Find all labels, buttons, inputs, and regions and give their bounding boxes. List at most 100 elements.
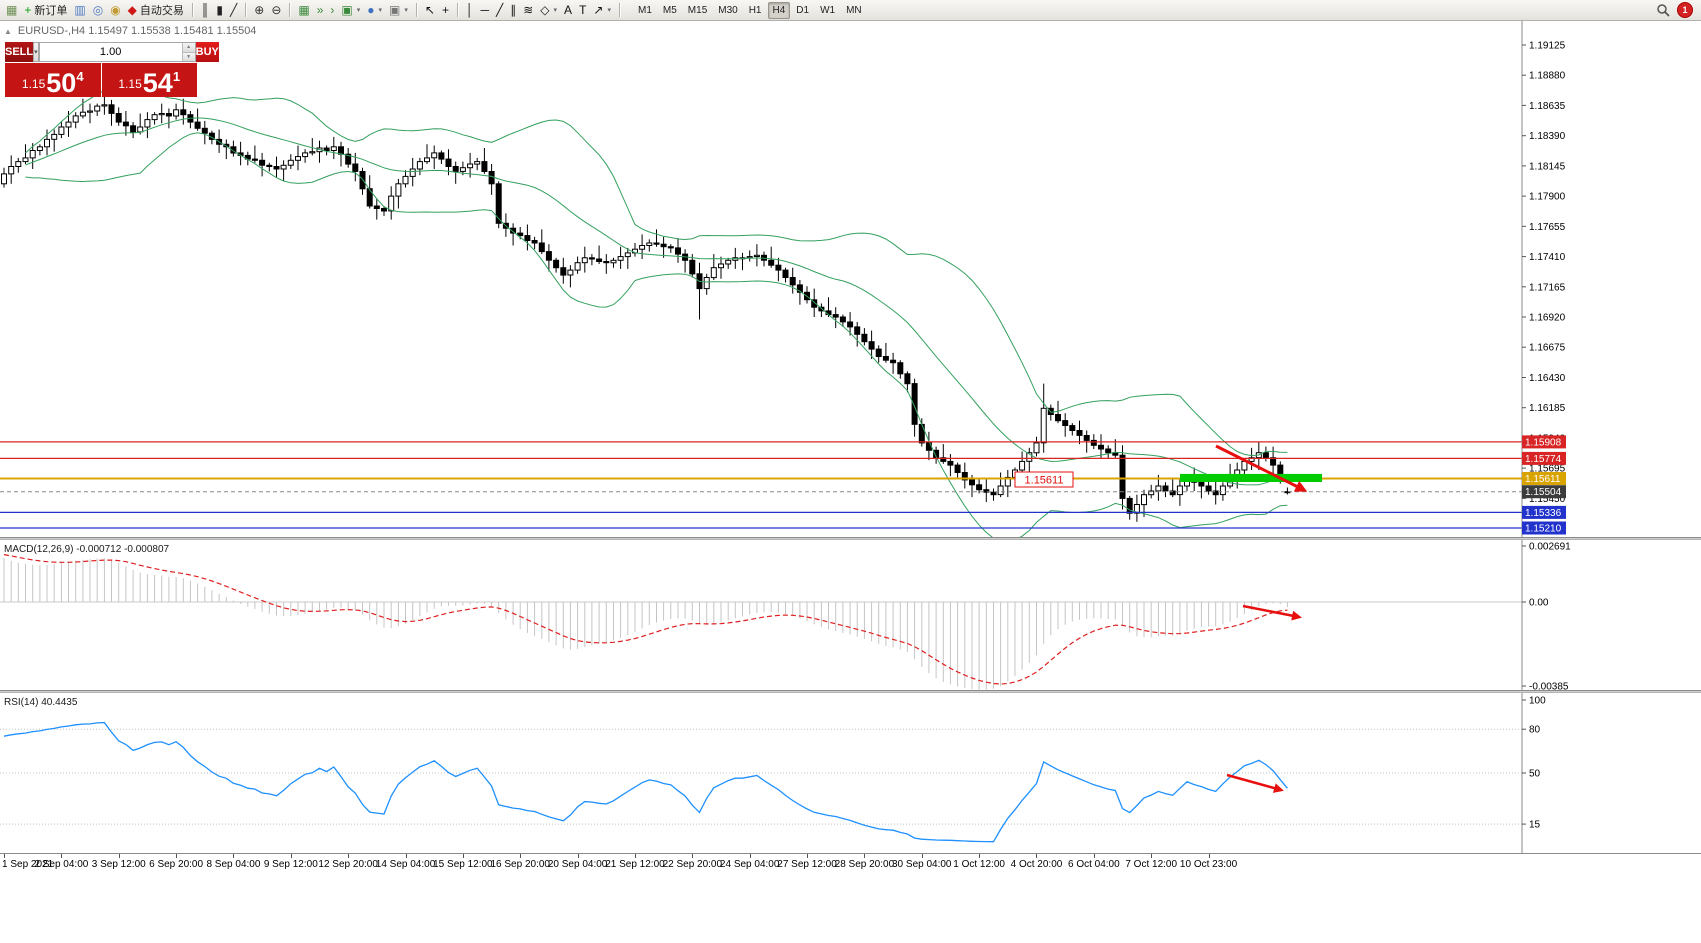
autotrading-button[interactable]: ◆ 自动交易 — [125, 2, 187, 19]
chart-shift-icon[interactable]: › — [327, 2, 337, 19]
volume-field: ▲ ▼ — [38, 42, 196, 62]
panel-splitter[interactable] — [0, 537, 1701, 540]
notifications-badge[interactable]: 1 — [1677, 2, 1693, 18]
crosshair-icon[interactable]: + — [439, 2, 452, 19]
volume-input[interactable] — [39, 43, 182, 61]
price-axis-label: 1.16675 — [1529, 343, 1566, 354]
time-axis-label: 3 Sep 12:00 — [91, 859, 146, 870]
new-chart-icon[interactable]: ▣ ▾ — [338, 2, 363, 19]
candle — [58, 120, 65, 139]
auto-scroll-icon[interactable]: » — [314, 2, 327, 19]
macd-axis-label: -0.00385 — [1529, 682, 1569, 691]
one-click-trading-collapse-icon[interactable]: ▲ — [4, 26, 12, 36]
candle — [359, 167, 366, 195]
trendline-icon[interactable]: ╱ — [493, 2, 506, 19]
vertical-line-icon[interactable]: │ — [463, 2, 477, 19]
timeframe-d1-button[interactable]: D1 — [796, 4, 810, 16]
timeframe-w1-button[interactable]: W1 — [820, 4, 836, 16]
spinner-down-icon[interactable]: ▼ — [182, 52, 195, 61]
price-axis[interactable]: 1.19125 1.18880 1.18635 1.18390 1.18145 1.179… — [1521, 21, 1566, 537]
price-chart-panel[interactable]: 1.156111.152771.191251.188801.186351.183… — [0, 21, 1701, 537]
red-trend-arrow[interactable] — [1215, 444, 1308, 492]
time-axis-label: 20 Sep 04:00 — [547, 859, 608, 870]
candle — [130, 122, 137, 139]
price-axis-label: 1.18145 — [1529, 161, 1566, 172]
rsi-label: RSI(14) 40.4435 — [4, 697, 78, 708]
horizontal-line-icon[interactable]: ─ — [477, 2, 492, 19]
price-axis-label: 1.17410 — [1529, 252, 1566, 263]
buy-price-display[interactable]: 1.15 54 1 — [101, 63, 197, 97]
spinner-up-icon[interactable]: ▲ — [182, 43, 195, 53]
timeframe-h4-button[interactable]: H4 — [767, 1, 791, 19]
new-order-button-label: 新订单 — [34, 5, 68, 17]
search-icon[interactable] — [1656, 3, 1670, 17]
price-annotation-label[interactable]: 1.15611 — [1014, 471, 1074, 488]
trendline-icon-glyph: ╱ — [496, 3, 504, 17]
candle — [295, 145, 301, 171]
tile-windows-icon[interactable]: ▦ — [295, 2, 312, 19]
rsi-indicator-panel[interactable]: 100 80 50 15 RSI(14) 40.4435 — [0, 693, 1701, 853]
green-support-zone[interactable] — [1180, 473, 1322, 482]
candle — [588, 254, 595, 266]
zoom-out-icon[interactable]: ⊖ — [268, 2, 284, 19]
timeframe-h1-button[interactable]: H1 — [748, 4, 762, 16]
candle — [746, 250, 753, 262]
fibonacci-icon[interactable]: ≋ — [520, 2, 536, 19]
timeframe-m30-button[interactable]: M30 — [718, 4, 738, 16]
cursor-icon[interactable]: ↖ — [422, 2, 438, 19]
market-watch-icon[interactable]: ▥ — [71, 2, 88, 19]
zoom-in-icon[interactable]: ⊕ — [251, 2, 267, 19]
macd-indicator-panel[interactable]: 0.002691 0.00 -0.00385 MACD(12,26,9) -0.000… — [0, 540, 1701, 690]
time-axis-label: 4 Oct 20:00 — [1010, 859, 1063, 870]
order-type-dropdown[interactable]: ▾ — [33, 42, 39, 62]
terminal-icon[interactable]: ◉ — [107, 2, 123, 19]
candlestick-chart-type-icon[interactable]: ▮ — [213, 2, 226, 19]
bar-chart-type-icon[interactable]: ║ — [198, 2, 213, 19]
candle — [983, 478, 990, 503]
time-axis-tick — [1151, 854, 1153, 858]
timeframe-m5-button[interactable]: M5 — [662, 4, 677, 16]
candle — [230, 140, 237, 157]
channel-icon[interactable]: ∥ — [507, 2, 519, 19]
macd-axis-label: 0.00 — [1529, 598, 1549, 609]
time-axis[interactable]: 1 Sep 2021 2 Sep 04:00 3 Sep 12:00 6 Sep 20… — [0, 853, 1701, 874]
candle — [309, 138, 316, 156]
shapes-icon[interactable]: ◇ ▾ — [537, 2, 560, 19]
candle — [897, 360, 904, 379]
candle — [1169, 477, 1176, 498]
panel-splitter[interactable] — [0, 690, 1701, 693]
new-order-button[interactable]: + 新订单 — [21, 2, 70, 19]
svg-text:1.15336: 1.15336 — [1525, 508, 1562, 519]
text-icon-glyph: A — [564, 3, 573, 17]
sell-price-display[interactable]: 1.15 50 4 — [5, 63, 101, 97]
price-axis-label: 1.18880 — [1529, 71, 1566, 82]
rsi-axis-label: 80 — [1529, 725, 1541, 736]
candle — [1076, 420, 1083, 445]
candle — [947, 454, 954, 477]
timeframe-m15-button[interactable]: M15 — [687, 4, 708, 16]
candle — [839, 314, 846, 327]
candle — [854, 322, 861, 347]
vertical-line-icon-glyph: │ — [465, 3, 474, 17]
rsi-line — [3, 721, 1288, 843]
timeframe-m1-button[interactable]: M1 — [637, 4, 652, 16]
candle — [933, 446, 940, 464]
red-trend-arrow-rsi[interactable] — [1226, 773, 1284, 793]
red-trend-arrow-macd[interactable] — [1242, 604, 1302, 621]
profiles-icon[interactable]: ● ▾ — [364, 2, 385, 19]
text-label-icon[interactable]: T — [576, 2, 589, 19]
caret-down-icon: ▾ — [34, 49, 38, 56]
time-axis-tick — [634, 854, 636, 858]
chart-window-icon[interactable]: ▦ — [3, 2, 20, 19]
time-axis-tick — [61, 854, 63, 858]
text-icon[interactable]: A — [561, 2, 575, 19]
arrow-objects-icon[interactable]: ↗ ▾ — [590, 2, 614, 19]
line-chart-type-icon[interactable]: ╱ — [227, 2, 240, 19]
data-window-icon[interactable]: ◎ — [90, 2, 106, 19]
candle — [639, 234, 646, 259]
candle — [775, 257, 782, 282]
buy-button[interactable]: BUY — [195, 42, 219, 62]
sell-button[interactable]: SELL — [5, 42, 34, 62]
timeframe-mn-button[interactable]: MN — [846, 4, 862, 16]
screenshot-icon[interactable]: ▣ ▾ — [386, 2, 411, 19]
